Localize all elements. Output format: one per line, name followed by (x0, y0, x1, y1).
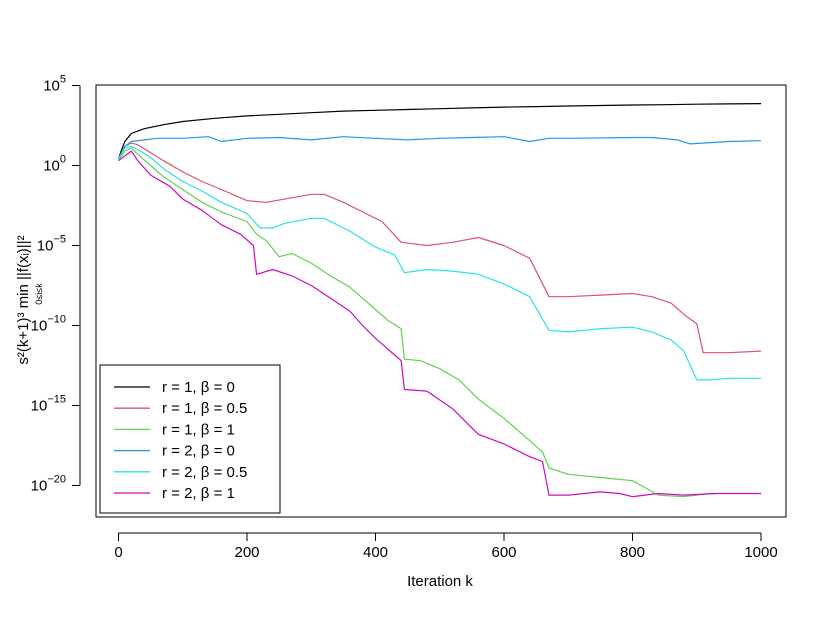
x-tick-label: 600 (491, 544, 516, 561)
x-tick-label: 400 (363, 544, 388, 561)
y-tick-label: 100 (43, 154, 66, 175)
y-axis-label-main: s²(k+1)³ min ||f(xᵢ)||² (15, 235, 32, 364)
y-tick-label: 10−15 (31, 394, 66, 415)
series-line-1 (117, 103, 762, 160)
legend-label: r = 1, β = 0 (162, 379, 235, 396)
series-line-2 (117, 142, 762, 354)
plot-frame (95, 84, 787, 518)
x-tick-label: 800 (620, 544, 645, 561)
x-tick-label: 0 (114, 544, 122, 561)
y-tick-label: 10−20 (31, 474, 66, 495)
y-axis-label-subscript: 0≤i≤k (34, 283, 44, 305)
y-tick-label: 10−10 (31, 314, 66, 335)
series-line-3 (118, 147, 716, 498)
legend: r = 1, β = 0 r = 1, β = 0.5 r = 1, β = 1 r … (99, 364, 281, 514)
legend-label: r = 2, β = 0 (162, 443, 235, 460)
legend-label: r = 2, β = 0.5 (162, 464, 247, 481)
series-layer (117, 103, 762, 498)
series-line-6 (118, 150, 761, 498)
plot-box (95, 84, 787, 518)
legend-label: r = 1, β = 1 (162, 421, 235, 438)
legend-box (99, 364, 281, 514)
x-tick-label: 200 (234, 544, 259, 561)
series-line-4 (117, 136, 762, 160)
y-tick-label: 10−5 (37, 234, 66, 255)
x-axis-label: Iteration k (407, 573, 473, 590)
series-line-5 (117, 145, 761, 381)
x-tick-label: 1000 (744, 544, 777, 561)
y-axis: 105 100 10−5 10−10 10−15 10−20 (31, 74, 81, 495)
x-axis: 0 200 400 600 800 1000 (114, 532, 778, 561)
legend-label: r = 1, β = 0.5 (162, 400, 247, 417)
legend-label: r = 2, β = 1 (162, 485, 235, 502)
y-tick-label: 105 (43, 74, 66, 95)
y-axis-label: s²(k+1)³ min ||f(xᵢ)||² 0≤i≤k (15, 235, 44, 364)
